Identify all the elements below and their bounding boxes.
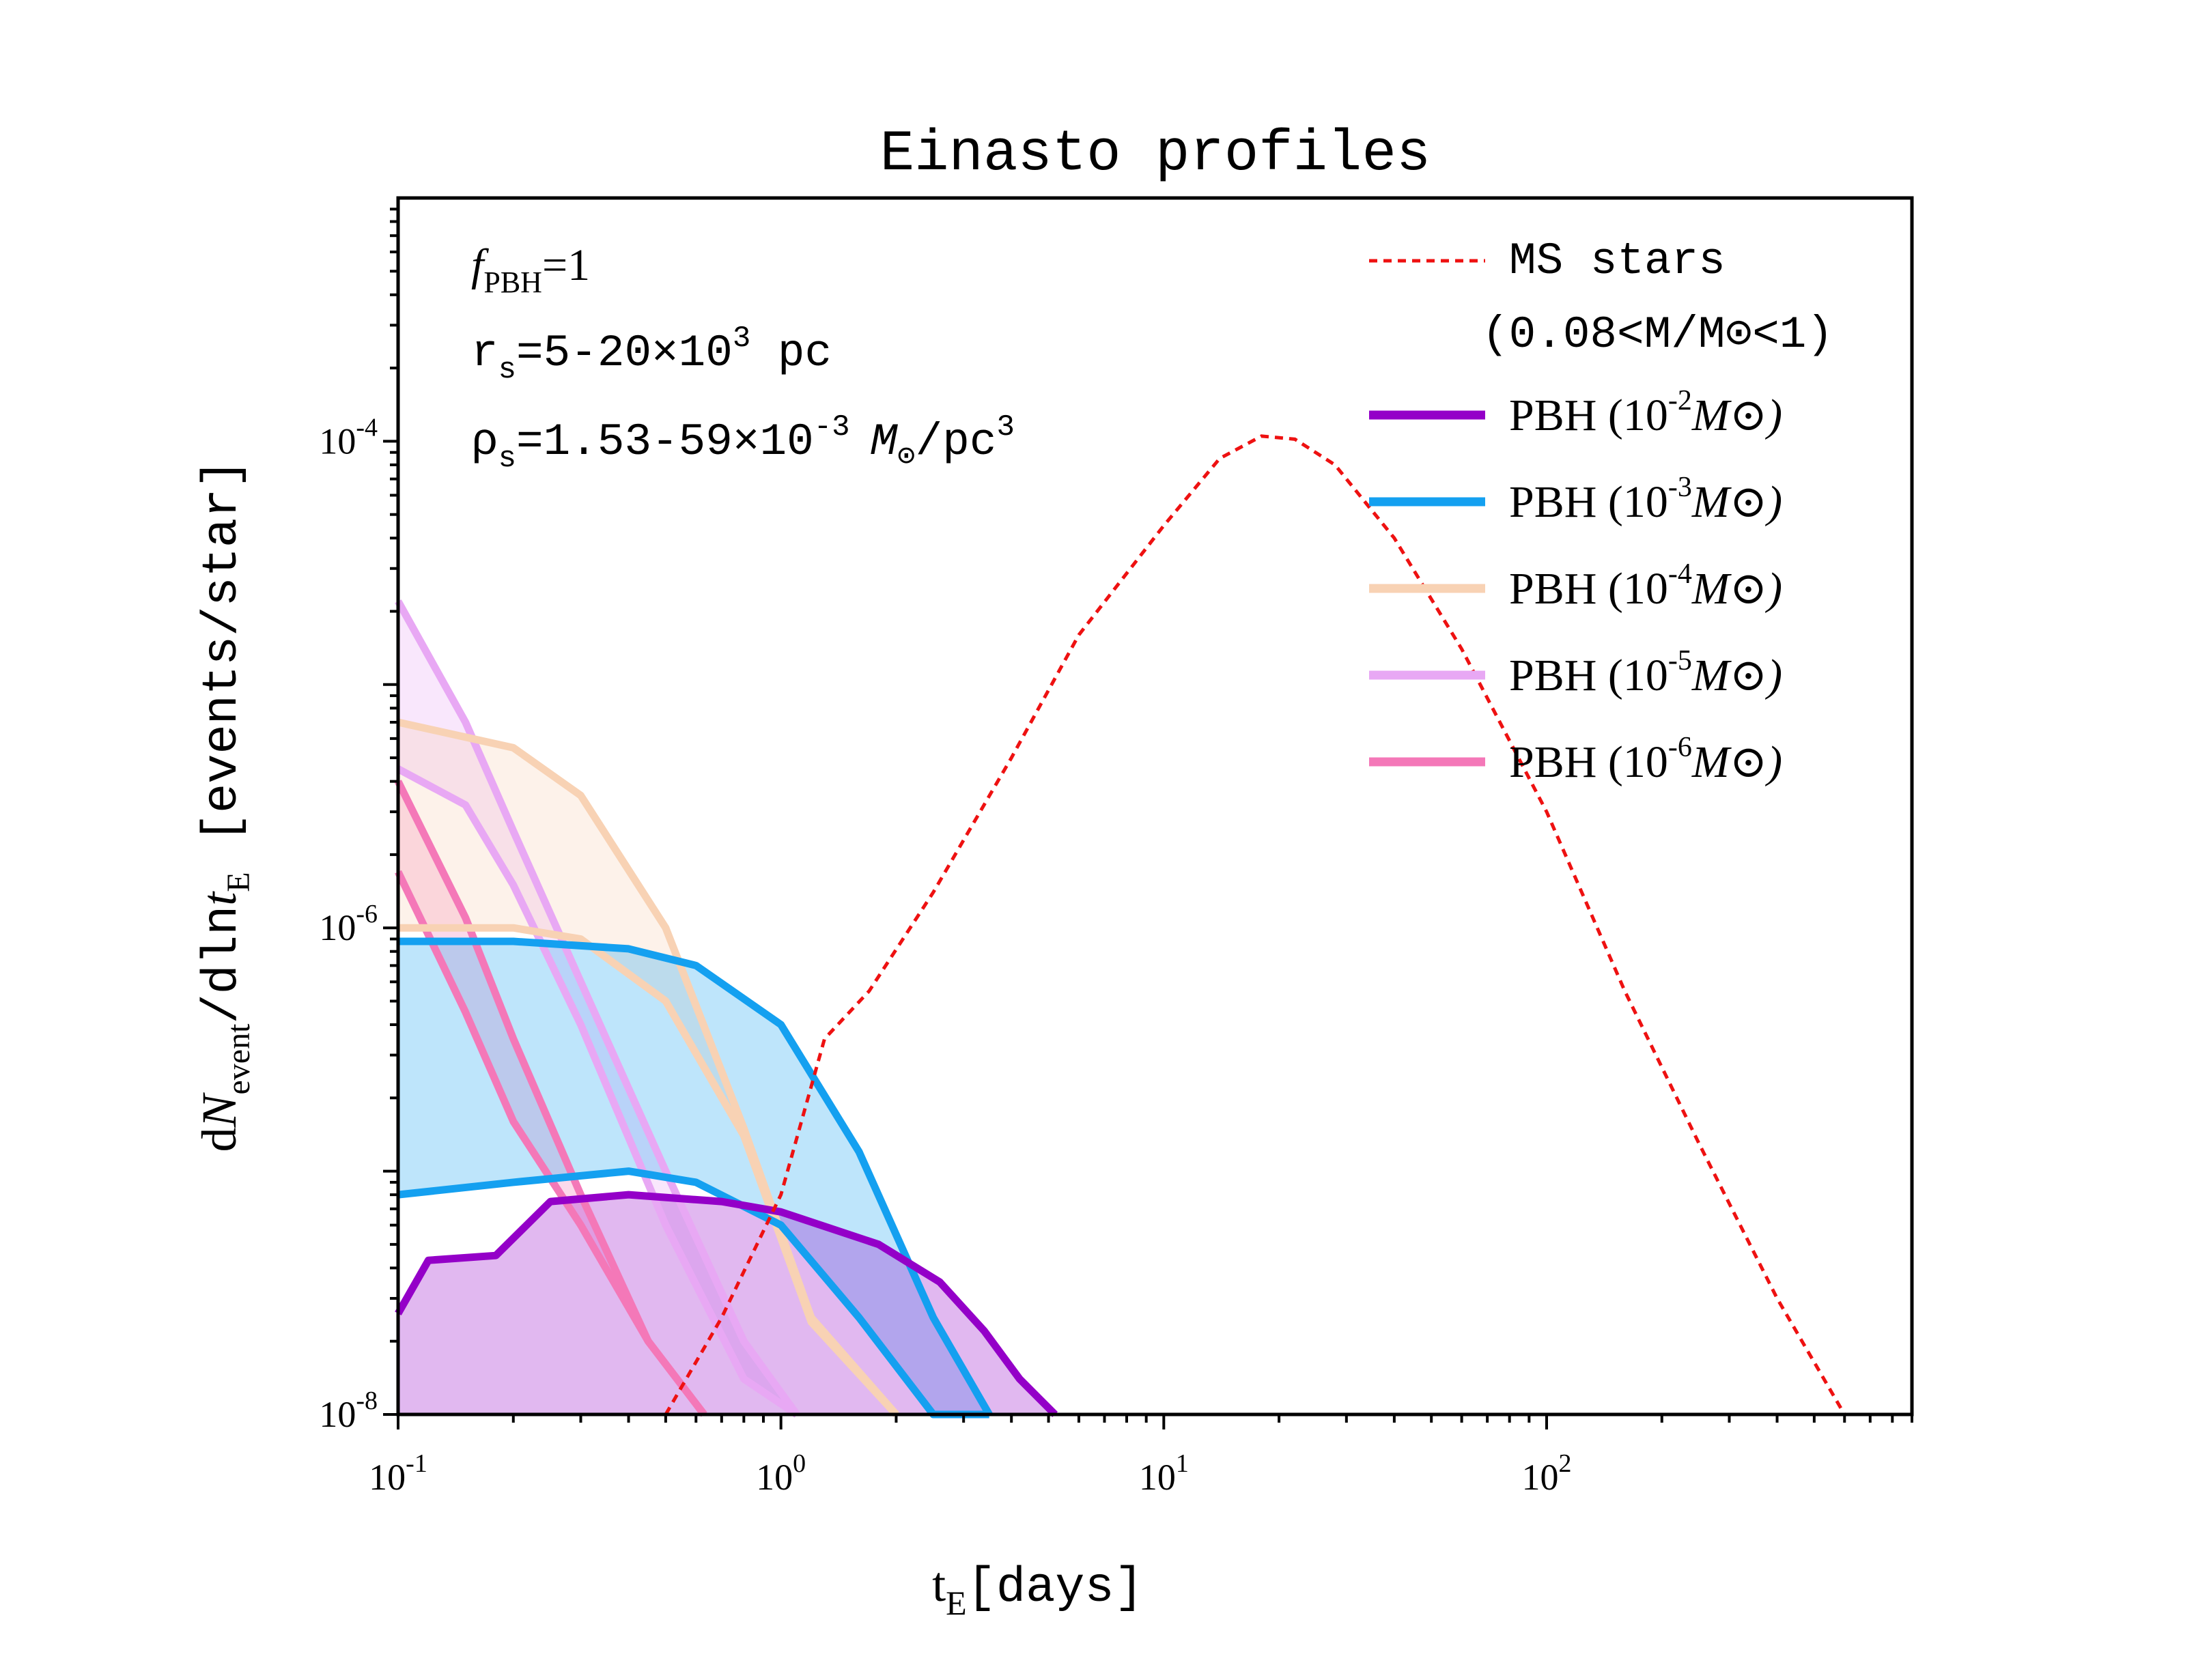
- x-axis-title-rest: [days]: [967, 1560, 1144, 1616]
- y-tick-label: 10-6: [319, 900, 378, 948]
- legend-label-ms: MS stars: [1509, 236, 1726, 287]
- band-m4: [398, 722, 897, 1414]
- annotation-rs: rs=5-20×103 pc: [471, 322, 832, 387]
- series-lines: [395, 434, 1846, 1419]
- legend: MS stars (0.08<M/M⊙<1) PBH (10-2M⊙) PBH (10…: [1369, 236, 1833, 787]
- x-tick-label: 102: [1521, 1449, 1571, 1498]
- y-axis-title-t: t: [192, 891, 247, 906]
- line-ms-stars: [664, 434, 1846, 1416]
- legend-label-m6: PBH (10-6M⊙): [1509, 732, 1782, 787]
- legend-label-m2: PBH (10-2M⊙): [1509, 385, 1782, 440]
- y-axis-title: dNevent/dlntE [events/star]: [192, 459, 257, 1152]
- line-lower-m4: [398, 924, 899, 1417]
- x-axis-title-base: t: [932, 1557, 946, 1612]
- y-axis-title-mid: /dln: [195, 906, 251, 1024]
- x-tick-label: 100: [756, 1449, 806, 1498]
- line-upper-m5: [395, 599, 800, 1417]
- area-fills: [398, 601, 1056, 1415]
- svg-text:dNevent/dlntE [events/star]: dNevent/dlntE [events/star]: [192, 459, 257, 1152]
- x-tick-label: 10-1: [369, 1449, 427, 1498]
- x-axis-ticks: 10-1 100 101 102: [369, 1414, 1913, 1498]
- legend-label-m3: PBH (10-3M⊙): [1509, 472, 1782, 527]
- chart-title: Einasto profiles: [880, 122, 1431, 187]
- line-upper-m3: [398, 937, 993, 1416]
- y-axis-title-prefix: d: [192, 1128, 247, 1152]
- y-axis-ticks: 10-8 10-6 10-4: [319, 208, 398, 1435]
- line-lower-m6: [395, 780, 707, 1417]
- legend-label-m4: PBH (10-4M⊙): [1509, 558, 1782, 614]
- y-tick-label: 10-8: [319, 1386, 378, 1435]
- y-axis-title-rest: [events/star]: [195, 459, 251, 872]
- y-axis-title-sub2: E: [221, 872, 257, 892]
- line-lower-m5: [396, 765, 799, 1418]
- y-axis-title-sub1: event: [221, 1023, 257, 1095]
- plot-frame: [396, 196, 1914, 1416]
- legend-label2-ms: (0.08<M/M⊙<1): [1482, 309, 1833, 360]
- y-axis-title-N: N: [192, 1092, 247, 1128]
- y-tick-label: 10-4: [319, 413, 378, 461]
- line-upper-m2: [395, 1191, 1058, 1417]
- x-tick-label: 101: [1139, 1449, 1189, 1498]
- legend-label-m5: PBH (10-5M⊙): [1509, 645, 1782, 700]
- x-axis-title-sub: E: [946, 1584, 967, 1622]
- annotation-fpbh: fPBH=1: [471, 240, 590, 299]
- x-axis-title: tE[days]: [932, 1557, 1144, 1622]
- annotation-rhos: ρs=1.53-59×10-3 M⊙/pc3: [471, 410, 1015, 476]
